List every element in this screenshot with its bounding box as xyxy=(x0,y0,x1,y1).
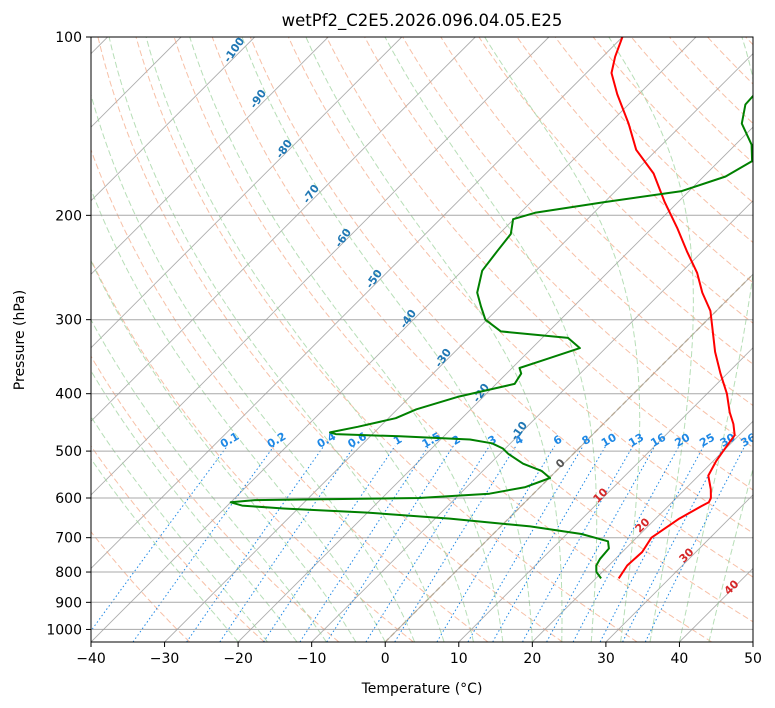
dry-adiabat-line xyxy=(771,24,775,642)
dry-adiabat-line xyxy=(97,37,563,642)
y-tick-label: 1000 xyxy=(46,622,82,638)
chart-title: wetPf2_C2E5.2026.096.04.05.E25 xyxy=(282,11,563,31)
isotherm-line xyxy=(605,494,753,642)
y-tick-label: 800 xyxy=(55,565,82,581)
y-tick-label: 300 xyxy=(55,313,82,329)
isotherm-line xyxy=(91,37,476,422)
moist-adiabat-line xyxy=(91,259,357,642)
mixing-ratio-line xyxy=(186,445,325,642)
x-tick-label: −40 xyxy=(76,651,106,667)
moist-adiabat-lines xyxy=(91,37,753,642)
x-tick-label: −20 xyxy=(223,651,253,667)
x-axis-label: Temperature (°C) xyxy=(361,681,483,697)
mixing-ratio-line xyxy=(522,445,634,642)
isotherm-lines xyxy=(91,37,753,642)
mixing-ratio-line xyxy=(365,445,490,642)
y-tick-label: 600 xyxy=(55,491,82,507)
mixing-ratio-line xyxy=(467,445,584,642)
mixing-ratio-line xyxy=(263,445,396,642)
temperature-line xyxy=(610,37,736,579)
dry-adiabat-line xyxy=(478,37,753,324)
y-tick-label: 100 xyxy=(55,30,82,46)
mixing-ratio-line xyxy=(644,445,746,642)
y-tick-label: 700 xyxy=(55,531,82,547)
moist-adiabat-line xyxy=(678,37,753,642)
moist-adiabat-line xyxy=(241,37,533,642)
x-tick-label: 0 xyxy=(381,651,390,667)
x-tick-label: −10 xyxy=(297,651,327,667)
isotherm-line xyxy=(384,273,753,642)
y-tick-label: 200 xyxy=(55,208,82,224)
isotherm-line xyxy=(752,641,753,642)
mixing-ratio-line xyxy=(132,445,275,642)
moist-adiabat-line xyxy=(108,37,445,642)
dry-adiabat-line xyxy=(135,37,638,642)
isotherm-line xyxy=(91,37,550,496)
isotherm-line xyxy=(164,52,753,642)
mixing-ratio-label: 36 xyxy=(738,431,758,450)
pressure-grid-lines xyxy=(91,37,753,630)
isotherm-line xyxy=(91,37,403,349)
plot-background xyxy=(91,37,753,642)
dry-adiabat-line xyxy=(173,37,713,642)
dry-adiabat-line xyxy=(91,531,191,642)
dry-adiabat-line xyxy=(287,37,753,534)
mixing-ratio-line xyxy=(394,445,517,642)
mixing-ratio-line xyxy=(436,445,556,642)
mixing-ratio-line xyxy=(326,445,454,642)
x-tick-label: 10 xyxy=(450,651,468,667)
mixing-ratio-line xyxy=(546,445,656,642)
axes-frame xyxy=(90,36,754,643)
dry-adiabat-line xyxy=(91,148,489,642)
moist-adiabat-line xyxy=(145,37,474,642)
isotherm-line xyxy=(91,37,697,642)
dry-adiabat-line xyxy=(325,37,753,491)
moist-adiabat-line xyxy=(305,37,563,642)
moist-adiabat-line xyxy=(384,37,598,642)
moist-adiabat-line xyxy=(91,188,386,642)
isotherm-line xyxy=(91,37,256,202)
isotherm-line xyxy=(531,420,753,642)
mixing-ratio-line xyxy=(299,445,430,642)
plot-area xyxy=(91,37,753,642)
isotherm-line xyxy=(458,347,753,642)
isotherm-line xyxy=(237,126,753,642)
x-tick-label: 20 xyxy=(523,651,541,667)
moist-adiabat-line xyxy=(608,37,694,642)
mixing-ratio-lines xyxy=(91,445,746,642)
x-tick-label: −30 xyxy=(150,651,180,667)
mixing-ratio-line xyxy=(219,445,356,642)
x-tick-label: 50 xyxy=(744,651,762,667)
y-tick-label: 500 xyxy=(55,444,82,460)
sounding-series xyxy=(229,37,753,579)
moist-adiabat-line xyxy=(91,415,268,642)
x-tick-label: 40 xyxy=(671,651,689,667)
y-tick-label: 400 xyxy=(55,387,82,403)
dry-adiabat-line xyxy=(91,355,340,642)
dewpoint-line xyxy=(229,94,753,579)
y-axis-ticks: 100 200 300 400 500 600 700 800 900 1000 xyxy=(46,30,91,638)
dry-adiabat-line xyxy=(91,445,265,642)
moist-adiabat-line xyxy=(484,37,641,642)
isotherm-line xyxy=(91,37,329,275)
moist-adiabat-line xyxy=(91,457,239,642)
dry-adiabat-line xyxy=(364,37,753,449)
x-tick-label: 30 xyxy=(597,651,615,667)
moist-adiabat-line xyxy=(91,93,416,642)
moist-adiabat-line xyxy=(91,369,298,642)
axes-border xyxy=(90,36,754,643)
dry-adiabat-line xyxy=(440,37,753,365)
y-tick-label: 900 xyxy=(55,595,82,611)
x-axis-ticks: −40 −30 −20 −10 0 10 20 30 40 50 xyxy=(76,642,762,667)
isotherm-line xyxy=(91,37,623,570)
mixing-ratio-line xyxy=(622,445,725,642)
y-axis-label: Pressure (hPa) xyxy=(12,290,28,390)
